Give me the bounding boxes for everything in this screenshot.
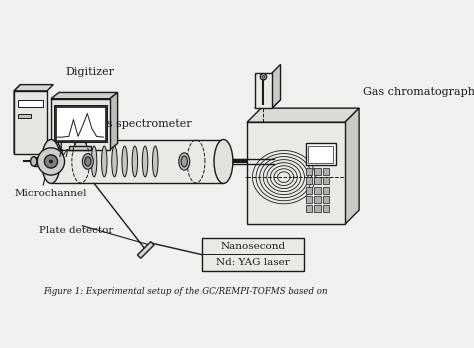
Bar xyxy=(314,187,321,193)
Bar xyxy=(308,146,333,163)
Text: Mass spectrometer: Mass spectrometer xyxy=(83,119,191,128)
Ellipse shape xyxy=(132,146,137,177)
Bar xyxy=(314,205,321,212)
Polygon shape xyxy=(14,85,53,91)
Bar xyxy=(314,177,321,184)
Ellipse shape xyxy=(82,153,93,169)
Text: Microchannel: Microchannel xyxy=(14,189,87,198)
Text: Digitizer: Digitizer xyxy=(66,67,115,77)
Ellipse shape xyxy=(214,140,233,183)
Bar xyxy=(55,106,105,140)
Ellipse shape xyxy=(122,146,128,177)
Polygon shape xyxy=(110,93,118,150)
Bar xyxy=(255,73,272,108)
Polygon shape xyxy=(247,108,359,122)
Bar xyxy=(18,114,31,118)
Bar xyxy=(306,168,312,175)
Ellipse shape xyxy=(179,153,190,170)
Ellipse shape xyxy=(153,146,158,177)
Bar xyxy=(54,105,107,142)
Bar xyxy=(323,177,329,184)
Text: Figure 1: Experimental setup of the GC/REMPI-TOFMS based on: Figure 1: Experimental setup of the GC/R… xyxy=(44,287,328,296)
Bar xyxy=(202,238,304,271)
Bar xyxy=(69,146,91,150)
Text: Plate detector: Plate detector xyxy=(39,226,114,235)
Text: $M^+$: $M^+$ xyxy=(58,146,78,161)
Text: Nanosecond: Nanosecond xyxy=(221,242,286,251)
Bar xyxy=(18,100,43,106)
Polygon shape xyxy=(255,100,281,108)
Bar xyxy=(314,168,321,175)
Bar xyxy=(306,143,336,165)
Bar xyxy=(73,142,86,150)
Circle shape xyxy=(37,148,64,175)
Ellipse shape xyxy=(42,140,60,183)
Circle shape xyxy=(45,155,57,168)
Bar xyxy=(323,205,329,212)
Bar xyxy=(323,196,329,203)
Ellipse shape xyxy=(142,146,148,177)
Bar xyxy=(51,140,223,183)
Ellipse shape xyxy=(91,146,97,177)
Ellipse shape xyxy=(181,156,187,167)
Ellipse shape xyxy=(112,146,117,177)
Polygon shape xyxy=(345,108,359,224)
Bar xyxy=(323,168,329,175)
Circle shape xyxy=(262,75,265,78)
Ellipse shape xyxy=(31,157,37,166)
Bar xyxy=(306,187,312,193)
Bar xyxy=(34,157,51,166)
Ellipse shape xyxy=(85,157,91,166)
Polygon shape xyxy=(14,85,20,153)
Polygon shape xyxy=(272,64,281,108)
Bar xyxy=(51,99,110,150)
Bar xyxy=(14,91,47,153)
Bar xyxy=(323,187,329,193)
Text: Gas chromatograph: Gas chromatograph xyxy=(363,87,474,97)
Ellipse shape xyxy=(101,146,107,177)
Bar xyxy=(306,196,312,203)
Text: Nd: YAG laser: Nd: YAG laser xyxy=(217,259,290,268)
Circle shape xyxy=(260,74,266,80)
Bar xyxy=(247,122,345,224)
Bar xyxy=(314,196,321,203)
Bar xyxy=(306,177,312,184)
Polygon shape xyxy=(137,242,154,258)
Polygon shape xyxy=(51,93,118,99)
Bar xyxy=(306,205,312,212)
Circle shape xyxy=(49,160,53,163)
